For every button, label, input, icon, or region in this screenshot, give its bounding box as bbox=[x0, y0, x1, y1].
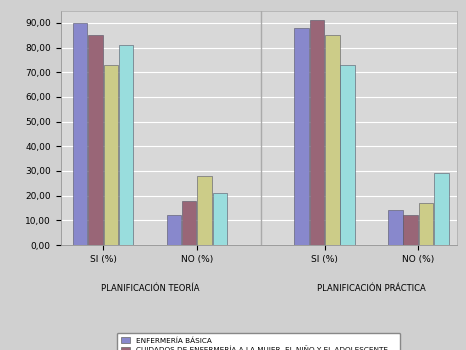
Bar bbox=[404, 215, 418, 245]
Bar bbox=[197, 176, 212, 245]
Bar bbox=[119, 45, 133, 245]
Bar bbox=[419, 203, 433, 245]
Bar bbox=[388, 210, 403, 245]
Bar bbox=[103, 65, 118, 245]
Bar bbox=[88, 35, 103, 245]
Text: PLANIFICACIÓN PRÁCTICA: PLANIFICACIÓN PRÁCTICA bbox=[317, 284, 426, 293]
Legend: ENFERMERÍA BÁSICA, CUIDADOS DE ENFERMERÍA A LA MUJER, EL NIÑO Y EL ADOLESCENTE, : ENFERMERÍA BÁSICA, CUIDADOS DE ENFERMERÍ… bbox=[117, 333, 400, 350]
Bar bbox=[434, 173, 449, 245]
Bar bbox=[340, 65, 355, 245]
Bar bbox=[212, 193, 227, 245]
Bar bbox=[295, 28, 309, 245]
Bar bbox=[325, 35, 340, 245]
Bar bbox=[73, 23, 88, 245]
Bar bbox=[310, 20, 324, 245]
Text: PLANIFICACIÓN TEORÍA: PLANIFICACIÓN TEORÍA bbox=[101, 284, 199, 293]
Bar bbox=[182, 201, 197, 245]
Bar bbox=[167, 215, 181, 245]
